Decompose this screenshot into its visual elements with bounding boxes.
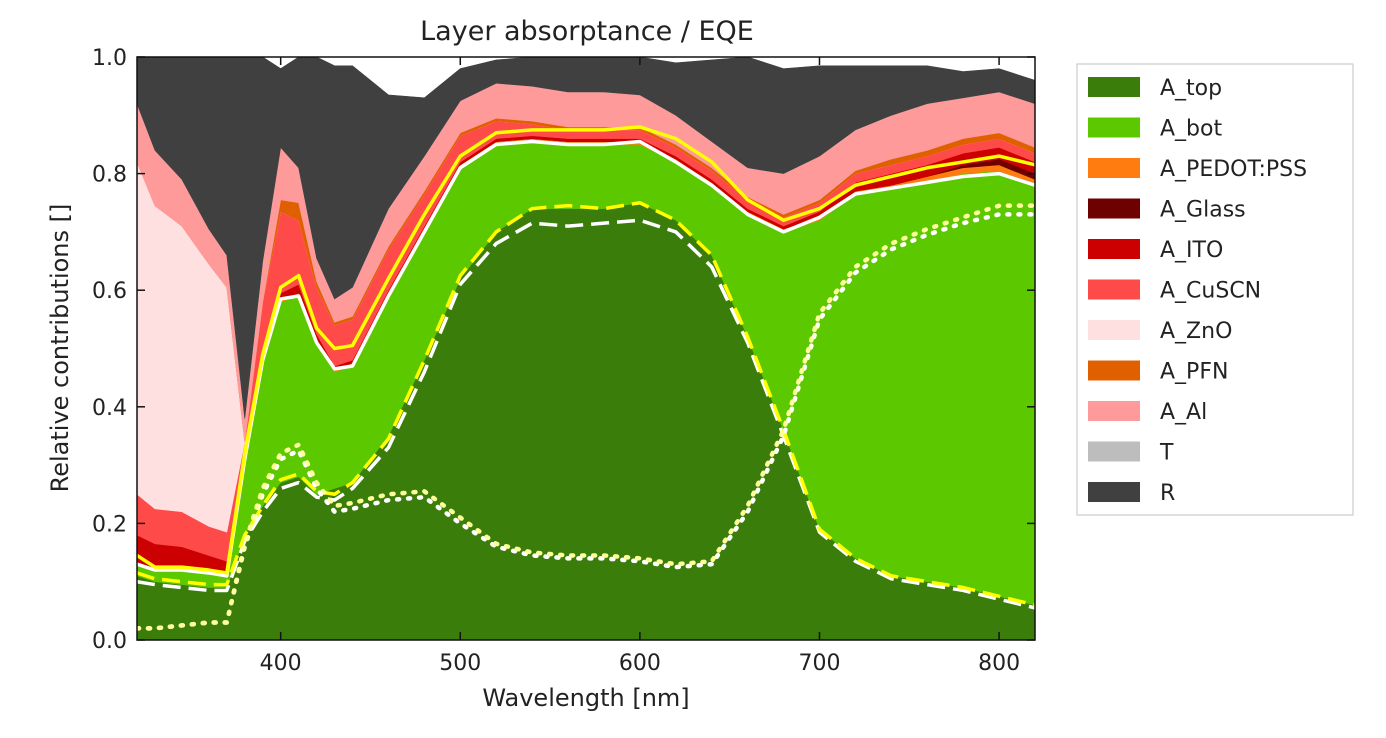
legend-swatch (1088, 482, 1140, 502)
legend-swatch (1088, 320, 1140, 340)
legend-label: A_ITO (1160, 238, 1223, 263)
line-dashed-4 (137, 201, 1035, 607)
plot-frame (136, 56, 1036, 641)
legend-swatch (1088, 279, 1140, 300)
y-tick-label: 0.2 (92, 512, 127, 537)
legend-label: A_Glass (1160, 198, 1246, 223)
line-solid-2 (137, 125, 1035, 575)
y-axis-title: Relative contributions [] (46, 204, 74, 493)
legend-label: R (1160, 481, 1175, 506)
x-tick-label: 400 (260, 651, 302, 676)
x-tick-label: 500 (439, 651, 481, 676)
y-axis: 0.0 0.2 0.4 0.6 0.8 1.0 (92, 46, 1035, 654)
legend: A_top A_bot A_PEDOT:PSS A_Glass A_ITO A_CuSCN… (1076, 63, 1354, 516)
y-tick-label: 0.0 (92, 629, 127, 654)
legend-item-a-glass: A_Glass (1088, 198, 1246, 223)
legend-label: T (1159, 441, 1174, 466)
legend-swatch (1088, 117, 1140, 138)
legend-label: A_bot (1160, 117, 1222, 142)
y-tick-label: 0.4 (92, 396, 127, 421)
legend-item-a-pedot-pss: A_PEDOT:PSS (1088, 157, 1307, 182)
legend-item-r: R (1088, 481, 1175, 506)
legend-item-a-ito: A_ITO (1088, 238, 1223, 263)
legend-swatch (1088, 198, 1140, 219)
legend-item-a-cuscn: A_CuSCN (1088, 279, 1261, 304)
area-r (137, 57, 1035, 419)
legend-label: A_CuSCN (1160, 279, 1261, 304)
legend-label: A_PEDOT:PSS (1160, 157, 1307, 182)
x-tick-label: 700 (798, 651, 840, 676)
legend-label: A_PFN (1160, 360, 1228, 385)
legend-swatch (1088, 401, 1140, 421)
y-tick-label: 1.0 (92, 46, 127, 71)
y-tick-label: 0.8 (92, 163, 127, 188)
x-tick-label: 600 (619, 651, 661, 676)
legend-swatch (1088, 441, 1140, 462)
legend-swatch (1088, 360, 1140, 381)
legend-item-a-zno: A_ZnO (1088, 319, 1232, 344)
chart-title: Layer absorptance / EQE (420, 16, 754, 47)
legend-swatch (1088, 77, 1140, 97)
legend-item-a-bot: A_bot (1088, 117, 1222, 142)
plot-area (137, 57, 1035, 640)
legend-label: A_Al (1160, 400, 1207, 425)
legend-label: A_top (1160, 76, 1222, 101)
legend-item-t: T (1088, 441, 1174, 466)
legend-item-a-pfn: A_PFN (1088, 360, 1228, 385)
x-axis: 400 500 600 700 800 (260, 57, 1020, 676)
legend-item-a-top: A_top (1088, 76, 1222, 101)
legend-swatch (1088, 239, 1140, 259)
boundary-lines (137, 125, 1035, 631)
legend-swatch (1088, 158, 1140, 178)
legend-item-a-al: A_Al (1088, 400, 1207, 425)
line-dashed-3 (137, 218, 1035, 610)
y-tick-label: 0.6 (92, 279, 127, 304)
x-tick-label: 800 (978, 651, 1020, 676)
x-axis-title: Wavelength [nm] (482, 684, 689, 712)
legend-label: A_ZnO (1160, 319, 1232, 344)
line-dotted-6 (137, 203, 1035, 631)
